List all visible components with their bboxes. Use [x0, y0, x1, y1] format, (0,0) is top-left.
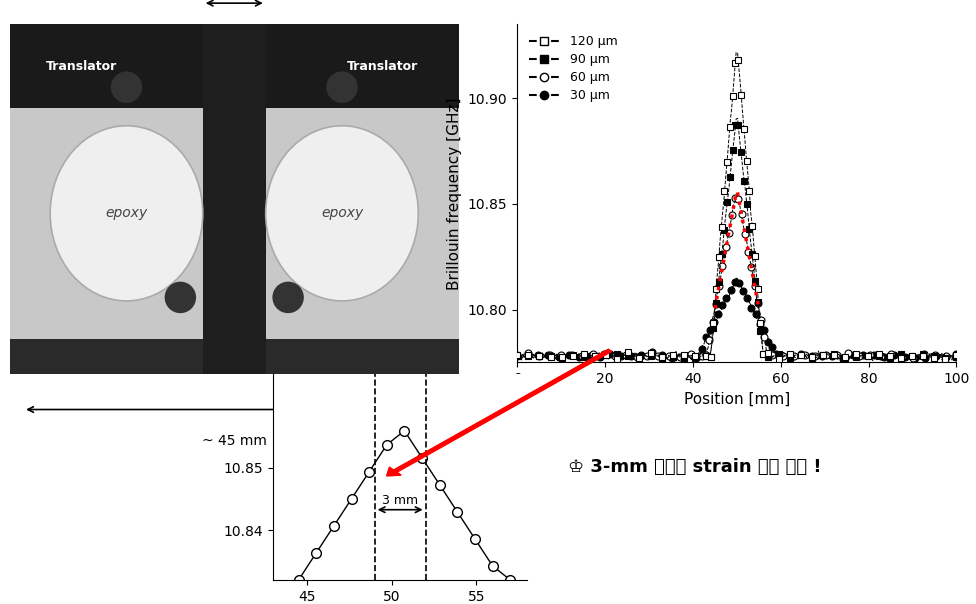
Text: ♔ 3-mm 영역의 strain 측정 가능 !: ♔ 3-mm 영역의 strain 측정 가능 ! — [568, 458, 821, 476]
Y-axis label: Brillouin frequency [GHz]: Brillouin frequency [GHz] — [447, 97, 463, 289]
Bar — [10, 108, 459, 339]
Ellipse shape — [326, 71, 358, 103]
Ellipse shape — [50, 126, 203, 301]
Bar — [203, 24, 265, 374]
Text: epoxy: epoxy — [105, 207, 147, 220]
Legend: 120 μm, 90 μm, 60 μm, 30 μm: 120 μm, 90 μm, 60 μm, 30 μm — [523, 30, 623, 108]
Text: 3 mm: 3 mm — [382, 493, 419, 507]
Bar — [10, 24, 459, 108]
Ellipse shape — [265, 126, 419, 301]
Ellipse shape — [272, 281, 304, 313]
Ellipse shape — [111, 71, 142, 103]
Ellipse shape — [165, 281, 196, 313]
Bar — [10, 339, 459, 374]
Text: ~ 45 mm: ~ 45 mm — [202, 434, 266, 448]
X-axis label: Position [mm]: Position [mm] — [684, 391, 790, 406]
Text: Translator: Translator — [46, 60, 117, 72]
Text: epoxy: epoxy — [321, 207, 363, 220]
Text: Translator: Translator — [346, 60, 418, 72]
